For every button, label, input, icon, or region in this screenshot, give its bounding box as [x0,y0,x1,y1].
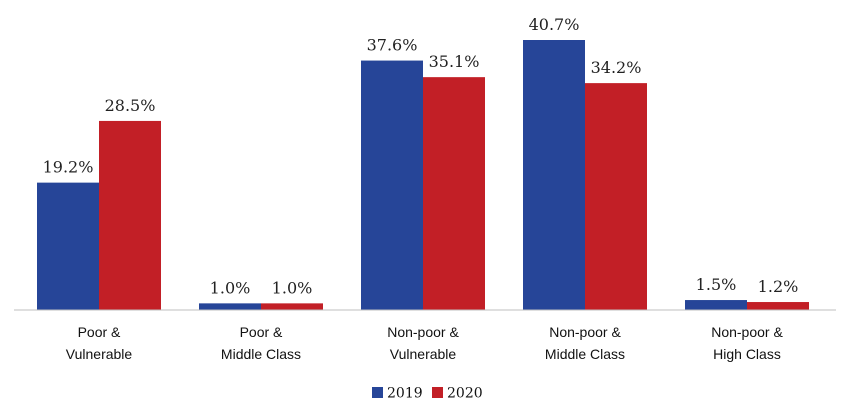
value-label-2020-1: 28.5% [105,96,156,115]
bar-2020-1 [99,120,161,311]
category-label-1-line-1: Poor & [78,324,121,340]
value-label-2020-3: 35.1% [429,52,480,71]
category-label-5-line-2: High Class [713,346,781,362]
value-label-2019-3: 37.6% [367,36,418,55]
bar-2020-4 [585,83,647,310]
bar-2020-2 [261,303,323,310]
legend-swatch-2020 [432,387,443,398]
value-label-2019-5: 1.5% [696,275,737,294]
category-labels-group: Poor & Vulnerable Poor & Middle Class Non-po… [66,324,784,362]
bars-group [37,40,809,311]
bar-2019-2 [199,303,261,310]
category-label-3-line-2: Vulnerable [390,346,457,362]
bar-2019-4 [523,40,585,310]
category-label-3-line-1: Non-poor & [387,324,459,340]
value-labels-group: 19.2% 28.5% 1.0% 1.0% 37.6% 35.1% 40.7% 34.2% 1.… [43,15,799,297]
category-label-4-line-1: Non-poor & [549,324,621,340]
bar-2019-1 [37,182,99,310]
value-label-2020-4: 34.2% [591,58,642,77]
bar-2019-3 [361,60,423,310]
category-label-2-line-1: Poor & [240,324,283,340]
category-label-4-line-2: Middle Class [545,346,625,362]
bar-2020-3 [423,77,485,311]
category-label-2-line-2: Middle Class [221,346,301,362]
value-label-2020-2: 1.0% [272,278,313,297]
value-label-2019-1: 19.2% [43,158,94,177]
legend: 2019 2020 [372,386,483,402]
legend-label-2019: 2019 [387,386,423,402]
category-label-5-line-1: Non-poor & [711,324,783,340]
legend-label-2020: 2020 [447,386,483,402]
value-label-2019-2: 1.0% [210,278,251,297]
legend-swatch-2019 [372,387,383,398]
value-label-2019-4: 40.7% [529,15,580,34]
category-label-1-line-2: Vulnerable [66,346,133,362]
value-label-2020-5: 1.2% [758,277,799,296]
bar-2019-5 [685,300,747,310]
bar-2020-5 [747,302,809,310]
